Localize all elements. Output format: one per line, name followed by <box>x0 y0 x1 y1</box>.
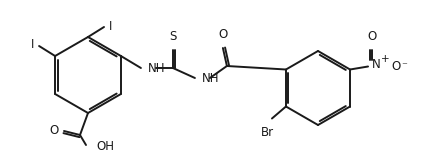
Text: O: O <box>50 124 59 136</box>
Text: O: O <box>368 30 377 43</box>
Text: NH: NH <box>202 73 220 86</box>
Text: N: N <box>372 58 381 71</box>
Text: I: I <box>31 38 34 51</box>
Text: +: + <box>381 54 390 65</box>
Text: O: O <box>218 28 227 41</box>
Text: NH: NH <box>148 62 165 76</box>
Text: O: O <box>391 60 400 73</box>
Text: OH: OH <box>96 141 114 154</box>
Text: Br: Br <box>260 125 274 138</box>
Text: ⁻: ⁻ <box>401 62 407 71</box>
Text: I: I <box>109 19 113 32</box>
Text: S: S <box>169 30 177 43</box>
